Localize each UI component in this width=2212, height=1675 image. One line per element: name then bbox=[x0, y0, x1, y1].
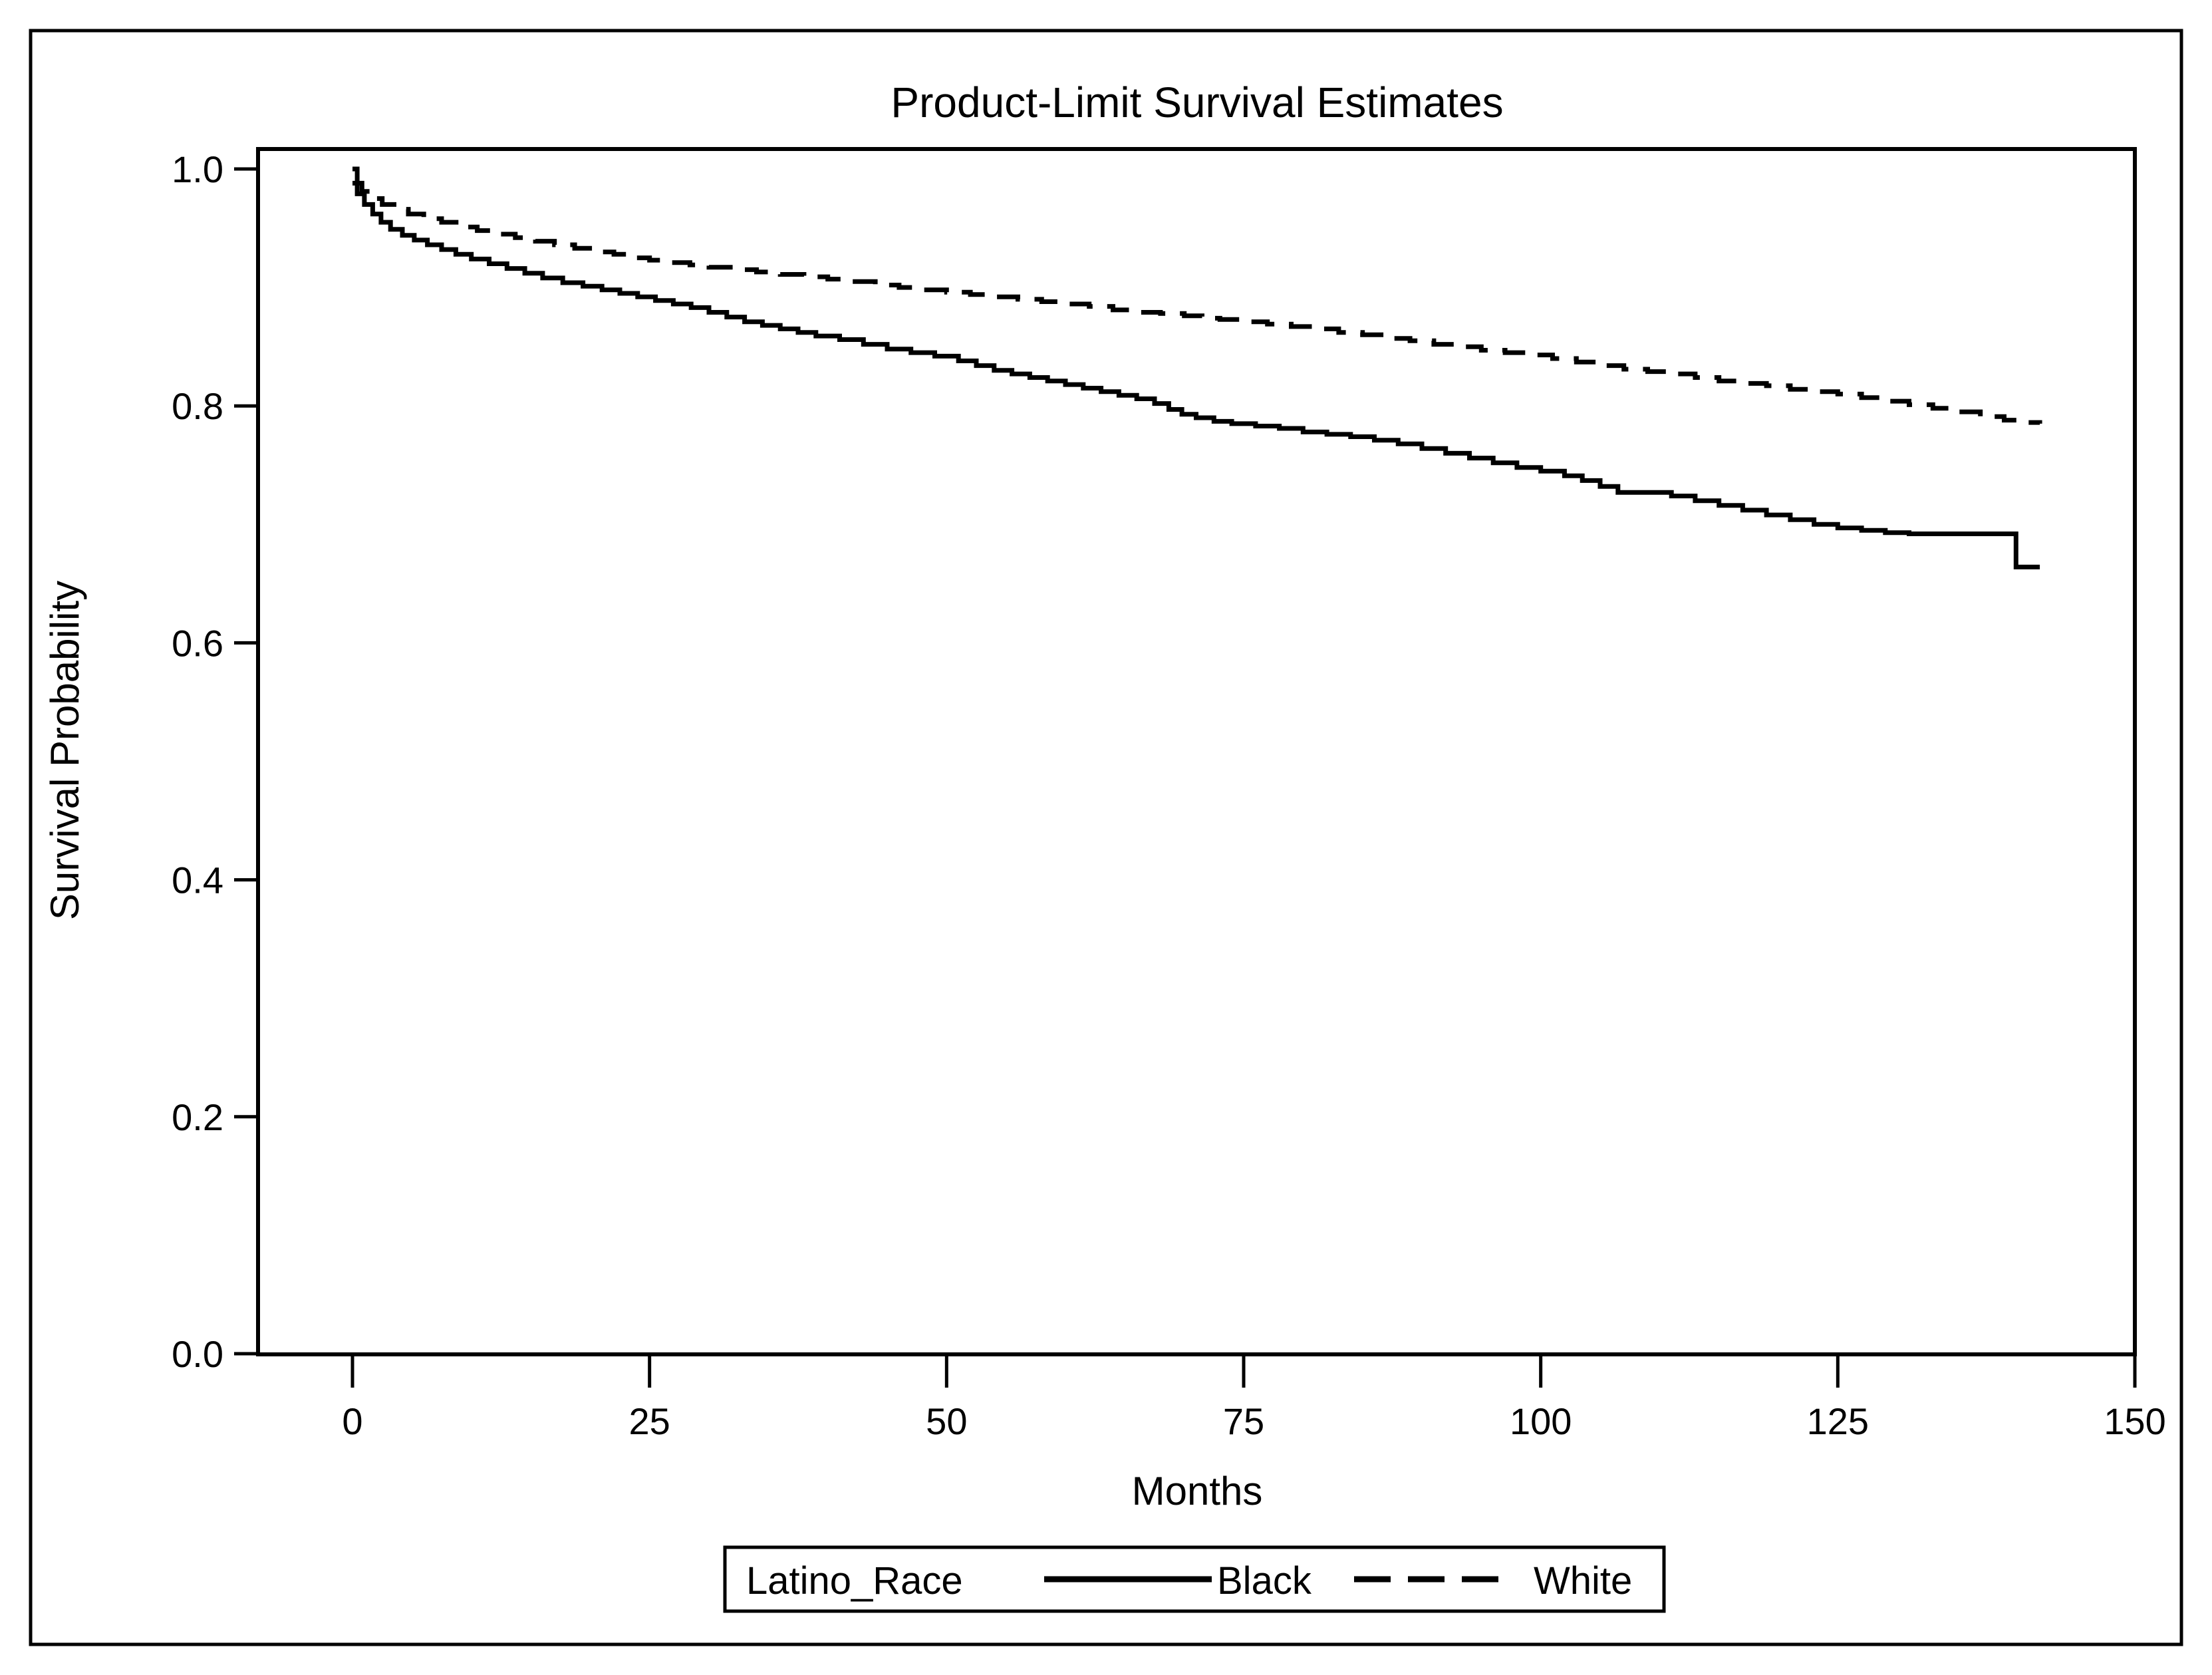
x-tick-label: 150 bbox=[2104, 1400, 2165, 1442]
y-tick-label: 0.8 bbox=[172, 385, 223, 427]
y-axis-label: Survival Probability bbox=[43, 581, 87, 920]
x-axis-label: Months bbox=[1132, 1469, 1263, 1513]
x-tick-label: 75 bbox=[1223, 1400, 1264, 1442]
x-tick-label: 0 bbox=[342, 1400, 362, 1442]
y-tick-label: 1.0 bbox=[172, 148, 223, 190]
figure-border bbox=[29, 29, 2183, 1646]
legend-title: Latino_Race bbox=[746, 1559, 963, 1602]
y-tick-label: 0.6 bbox=[172, 622, 223, 664]
series-black-curve bbox=[352, 166, 2040, 569]
y-tick-label: 0.2 bbox=[172, 1096, 223, 1138]
x-tick-label: 50 bbox=[926, 1400, 967, 1442]
y-tick-label: 0.0 bbox=[172, 1333, 223, 1375]
y-tick-label: 0.4 bbox=[172, 859, 223, 901]
legend: Latino_Race Black White bbox=[723, 1545, 1666, 1613]
series-white-curve bbox=[352, 180, 2042, 425]
legend-entry-white-label: White bbox=[1534, 1559, 1632, 1602]
legend-entry-black-label: Black bbox=[1217, 1559, 1312, 1602]
x-tick-label: 25 bbox=[629, 1400, 670, 1442]
legend-border bbox=[723, 1545, 1666, 1613]
x-tick-label: 125 bbox=[1807, 1400, 1869, 1442]
plot-area: 0.0 0.2 0.4 0.6 0.8 1.0 0 25 50 75 100 125 150 bbox=[172, 147, 2166, 1442]
chart-title: Product-Limit Survival Estimates bbox=[891, 78, 1503, 126]
plot-frame bbox=[256, 147, 2137, 1356]
x-tick-label: 100 bbox=[1510, 1400, 1572, 1442]
